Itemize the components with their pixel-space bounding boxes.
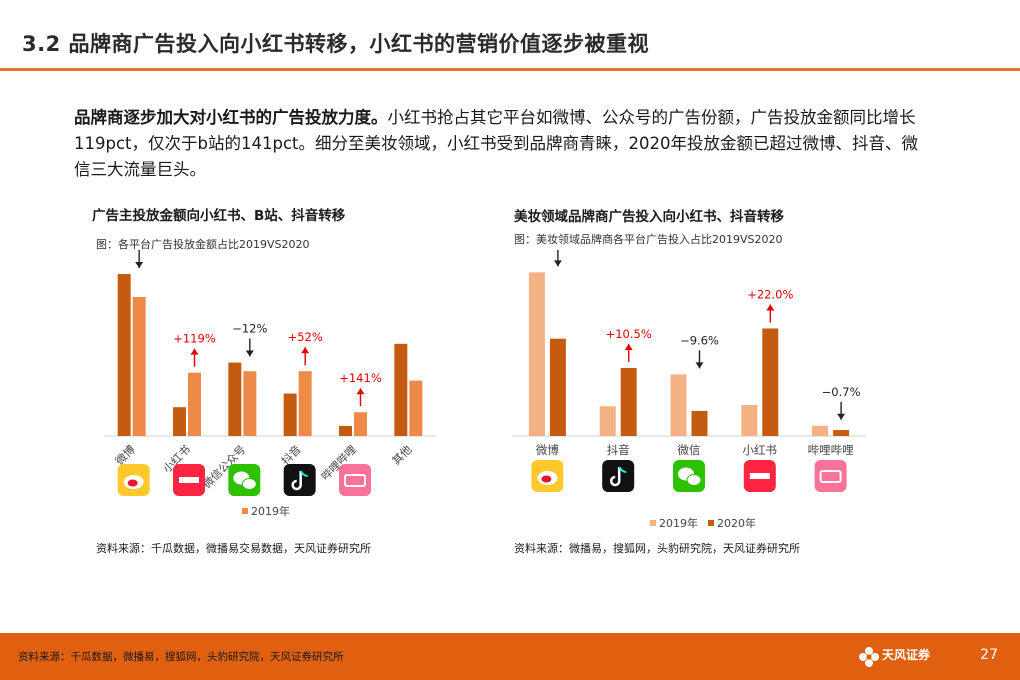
weibo-icon-dot xyxy=(127,479,138,487)
bar-1-2 xyxy=(670,374,687,436)
left-chart-source: 资料来源：千瓜数据，微播易交易数据，天风证券研究所 xyxy=(96,542,371,555)
legend-swatch xyxy=(242,508,248,514)
bar-1-5 xyxy=(394,343,408,436)
bar-2-4 xyxy=(354,412,367,436)
arrow-up-icon xyxy=(190,348,199,355)
logo-text: 天风证券 xyxy=(882,648,931,662)
x-tick-label: 小红书 xyxy=(743,443,778,457)
arrow-down-icon xyxy=(245,350,254,357)
x-tick-label: 哔哩哔哩 xyxy=(808,443,854,457)
bar-2-0 xyxy=(549,338,566,436)
left-chart-title: 广告主投放金额向小红书、B站、抖音转移 xyxy=(92,208,346,224)
bar-1-2 xyxy=(228,362,242,436)
bar-1-0 xyxy=(528,272,545,436)
annotation-label: +10.5% xyxy=(606,327,652,341)
arrow-down-icon xyxy=(553,260,562,267)
douyin-icon-accent xyxy=(299,470,308,477)
arrow-down-icon xyxy=(837,413,846,420)
bar-2-0 xyxy=(132,297,146,436)
legend-swatch xyxy=(650,520,656,526)
x-tick-label: 微信 xyxy=(678,443,701,457)
annotation-label: −9.6% xyxy=(680,333,719,347)
bar-2-1 xyxy=(620,368,637,436)
bar-1-3 xyxy=(283,393,297,436)
bili-icon xyxy=(339,464,371,496)
legend-swatch xyxy=(708,520,714,526)
bili-icon xyxy=(814,460,847,492)
bar-1-0 xyxy=(117,274,131,436)
intro-paragraph: 品牌商逐步加大对小红书的广告投放力度。小红书抢占其它平台如微博、公众号的广告份额… xyxy=(74,105,934,183)
arrow-up-icon xyxy=(356,388,365,395)
right-chart-subtitle: 图：美妆领域品牌商各平台广告投入占比2019VS2020 xyxy=(514,233,783,246)
bar-2-2 xyxy=(243,371,257,436)
right-chart-title: 美妆领域品牌商广告投入向小红书、抖音转移 xyxy=(514,209,784,225)
footer-source: 资料来源：千瓜数据，微播易，搜狐网，头豹研究院，天风证券研究所 xyxy=(18,651,344,663)
bili-icon-screen xyxy=(819,470,842,483)
x-tick-label: 抖音 xyxy=(278,442,303,467)
bar-1-4 xyxy=(339,425,352,436)
x-tick-label: 抖音 xyxy=(607,443,630,457)
bar-1-3 xyxy=(741,404,758,436)
footer-bar: 资料来源：千瓜数据，微播易，搜狐网，头豹研究院，天风证券研究所 天风证券 27 xyxy=(0,633,1020,680)
annotation-label: +141% xyxy=(339,371,382,385)
arrow-down-icon xyxy=(695,362,704,369)
legend-label: 2019年 xyxy=(251,504,290,518)
arrow-up-icon xyxy=(301,347,310,354)
bar-2-2 xyxy=(691,410,708,436)
bar-2-4 xyxy=(833,430,850,436)
bar-2-3 xyxy=(298,371,312,436)
arrow-down-icon xyxy=(135,262,144,268)
annotation-label: +119% xyxy=(173,332,216,346)
right-chart-source: 资料来源：微播易，搜狐网，头豹研究院，天风证券研究所 xyxy=(514,542,800,555)
xhs-icon-mark xyxy=(179,477,199,483)
bar-1-4 xyxy=(812,425,829,436)
flower-logo-icon xyxy=(859,647,879,667)
douyin-icon-note xyxy=(291,471,302,491)
left-bar-chart: 微博−14%小红书+119%微信公众号−12%抖音+52%哔哩哔哩+141%其他… xyxy=(104,250,436,518)
legend-label: 2019年 xyxy=(659,516,698,530)
bar-2-5 xyxy=(409,380,423,436)
annotation-label: −12% xyxy=(232,322,267,336)
bar-2-1 xyxy=(188,372,201,436)
brand-logo: 天风证券 xyxy=(858,643,958,671)
douyin-icon-accent xyxy=(618,466,627,473)
x-tick-label: 其他 xyxy=(390,443,415,468)
bar-1-1 xyxy=(599,406,616,436)
annotation-label: +22.0% xyxy=(747,287,793,301)
xhs-icon-mark xyxy=(749,473,770,479)
legend-label: 2020年 xyxy=(717,516,756,530)
bili-icon-screen xyxy=(344,474,366,487)
intro-text: 小红书抢占其它平台如微博、公众号的广告份额，广告投放金额同比增长119pct，仅… xyxy=(74,108,918,179)
right-bar-chart: 微博−15.6%抖音+10.5%微信−9.6%小红书+22.0%哔哩哔哩−0.7… xyxy=(512,250,866,530)
arrow-up-icon xyxy=(624,344,633,350)
wechat-icon-bubble-2 xyxy=(241,478,257,490)
bar-1-1 xyxy=(173,407,186,436)
arrow-up-icon xyxy=(766,304,775,311)
douyin-icon-note xyxy=(609,467,621,487)
page-number: 27 xyxy=(980,647,998,663)
x-tick-label: 微博 xyxy=(536,443,559,457)
intro-lead: 品牌商逐步加大对小红书的广告投放力度。 xyxy=(74,108,388,127)
x-tick-label: 微博 xyxy=(112,442,137,467)
bar-2-3 xyxy=(762,328,779,436)
weibo-icon-dot xyxy=(541,475,552,483)
annotation-label: −0.7% xyxy=(822,385,861,399)
page-title: 3.2 品牌商广告投入向小红书转移，小红书的营销价值逐步被重视 xyxy=(22,32,650,56)
title-divider xyxy=(0,68,1020,71)
annotation-label: +52% xyxy=(288,330,323,344)
left-chart-subtitle: 图：各平台广告投放金额占比2019VS2020 xyxy=(96,238,310,251)
wechat-icon-bubble-2 xyxy=(686,474,702,486)
